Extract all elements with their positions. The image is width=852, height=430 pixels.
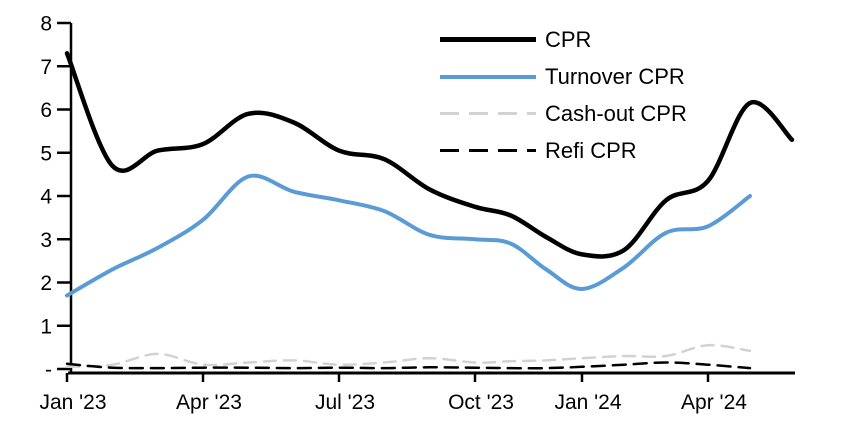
y-axis-tick-label: 4	[40, 186, 52, 209]
y-axis-tick-label: 8	[40, 13, 52, 36]
y-axis-tick-label: 5	[40, 142, 52, 165]
legend-label-cashout-cpr: Cash-out CPR	[545, 100, 687, 126]
chart-legend: CPR Turnover CPR Cash-out CPR Refi CPR	[440, 21, 687, 169]
x-axis-tick-label: Apr '23	[176, 391, 242, 414]
x-axis-tick-label: Apr '24	[681, 391, 747, 414]
cpr-line	[64, 51, 795, 259]
legend-item-cpr: CPR	[440, 21, 687, 58]
turnover-cpr-line-icon	[440, 74, 536, 79]
legend-label-turnover-cpr: Turnover CPR	[545, 63, 685, 89]
legend-label-refi-cpr: Refi CPR	[545, 137, 637, 163]
x-axis-tick-label: Jan '23	[39, 391, 106, 414]
cpr-line-icon	[440, 37, 536, 42]
x-axis-tick-label: Jul '23	[315, 391, 375, 414]
y-axis-tick-label: 3	[40, 229, 52, 252]
y-axis-tick-label: -	[45, 359, 52, 382]
y-axis-tick-label: 1	[40, 315, 52, 338]
y-axis-tick-label: 7	[40, 56, 52, 79]
legend-label-cpr: CPR	[545, 26, 592, 52]
cash-out-cpr-line	[65, 343, 752, 369]
refi-cpr-line	[65, 361, 752, 370]
legend-item-refi-cpr: Refi CPR	[440, 132, 687, 169]
turnover-cpr-line	[65, 173, 752, 298]
refi-cpr-dashed-line-icon	[440, 149, 536, 152]
x-axis-tick-label: Jan '24	[554, 391, 621, 414]
legend-item-cashout-cpr: Cash-out CPR	[440, 95, 687, 132]
y-axis-tick-label: 6	[40, 99, 52, 122]
legend-item-turnover-cpr: Turnover CPR	[440, 58, 687, 95]
y-axis-tick-label: 2	[40, 272, 52, 295]
cashout-cpr-dashed-line-icon	[440, 112, 536, 115]
x-axis-tick-label: Oct '23	[448, 391, 514, 414]
